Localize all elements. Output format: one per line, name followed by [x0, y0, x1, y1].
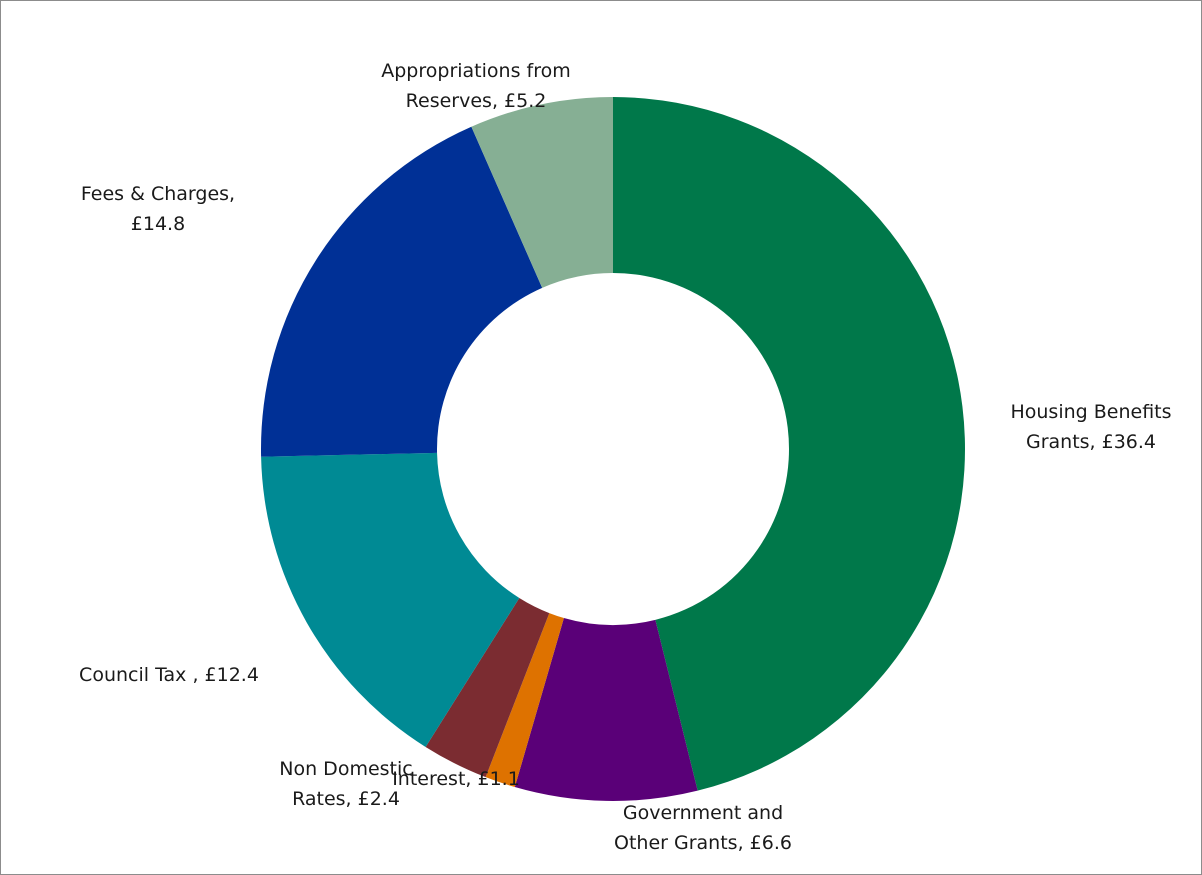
- slice-label: Government and Other Grants, £6.6: [614, 802, 792, 854]
- slice-label-line-2: Rates, £2.4: [292, 788, 400, 810]
- donut-slice: [471, 97, 613, 288]
- slice-label: Non Domestic Rates, £2.4: [279, 758, 412, 810]
- slice-label-line-2: Grants, £36.4: [1026, 431, 1156, 453]
- donut-slice: [613, 97, 965, 791]
- slice-label-line-1: Appropriations from: [381, 60, 570, 82]
- slice-label-line-2: Other Grants, £6.6: [614, 832, 792, 854]
- donut-slice: [485, 613, 564, 788]
- donut-slice: [514, 618, 698, 801]
- slice-label-line-2: £14.8: [131, 213, 185, 235]
- slice-label-line-1: Interest, £1.1: [392, 768, 520, 790]
- slice-label: Housing Benefits Grants, £36.4: [1010, 401, 1171, 453]
- slice-label-line-1: Government and: [623, 802, 783, 824]
- slice-label-line-2: Reserves, £5.2: [406, 90, 547, 112]
- slice-label-line-1: Housing Benefits: [1010, 401, 1171, 423]
- slice-label: Council Tax , £12.4: [79, 664, 259, 686]
- donut-slice: [261, 126, 543, 457]
- donut-slice: [425, 597, 550, 778]
- slice-label-line-1: Fees & Charges,: [81, 183, 235, 205]
- slice-label: Interest, £1.1: [392, 768, 520, 790]
- slice-label-line-1: Council Tax , £12.4: [79, 664, 259, 686]
- slice-label-line-1: Non Domestic: [279, 758, 412, 780]
- slice-label: Appropriations from Reserves, £5.2: [381, 60, 570, 112]
- donut-slice: [261, 452, 520, 747]
- slice-label: Fees & Charges, £14.8: [81, 183, 235, 235]
